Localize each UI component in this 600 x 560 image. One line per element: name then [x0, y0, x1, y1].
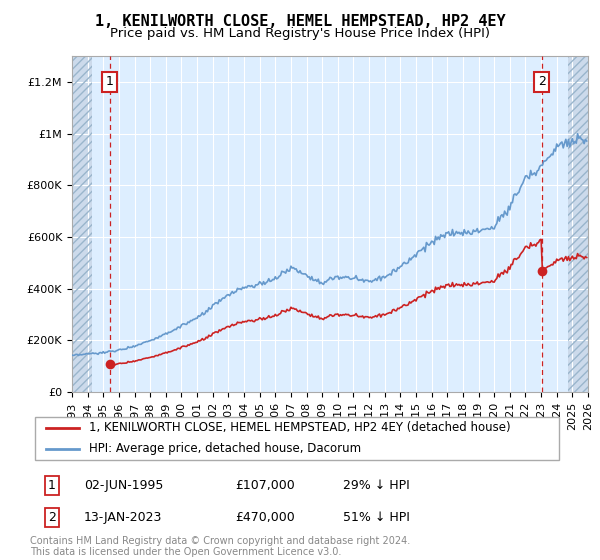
- Text: 1, KENILWORTH CLOSE, HEMEL HEMPSTEAD, HP2 4EY (detached house): 1, KENILWORTH CLOSE, HEMEL HEMPSTEAD, HP…: [89, 421, 511, 434]
- Bar: [568, 56, 588, 392]
- Text: 13-JAN-2023: 13-JAN-2023: [84, 511, 163, 524]
- Text: £107,000: £107,000: [235, 479, 295, 492]
- Text: 02-JUN-1995: 02-JUN-1995: [84, 479, 163, 492]
- Bar: [568, 56, 588, 392]
- Text: HPI: Average price, detached house, Dacorum: HPI: Average price, detached house, Daco…: [89, 442, 362, 455]
- Text: Contains HM Land Registry data © Crown copyright and database right 2024.
This d: Contains HM Land Registry data © Crown c…: [30, 535, 410, 557]
- FancyBboxPatch shape: [35, 417, 559, 460]
- Text: 1: 1: [106, 76, 114, 88]
- Text: £470,000: £470,000: [235, 511, 295, 524]
- Text: 1, KENILWORTH CLOSE, HEMEL HEMPSTEAD, HP2 4EY: 1, KENILWORTH CLOSE, HEMEL HEMPSTEAD, HP…: [95, 14, 505, 29]
- Text: Price paid vs. HM Land Registry's House Price Index (HPI): Price paid vs. HM Land Registry's House …: [110, 27, 490, 40]
- Text: 2: 2: [538, 76, 545, 88]
- Bar: [72, 56, 92, 392]
- Text: 29% ↓ HPI: 29% ↓ HPI: [343, 479, 410, 492]
- Text: 1: 1: [47, 479, 56, 492]
- Text: 2: 2: [47, 511, 56, 524]
- Text: 51% ↓ HPI: 51% ↓ HPI: [343, 511, 410, 524]
- Bar: [72, 56, 92, 392]
